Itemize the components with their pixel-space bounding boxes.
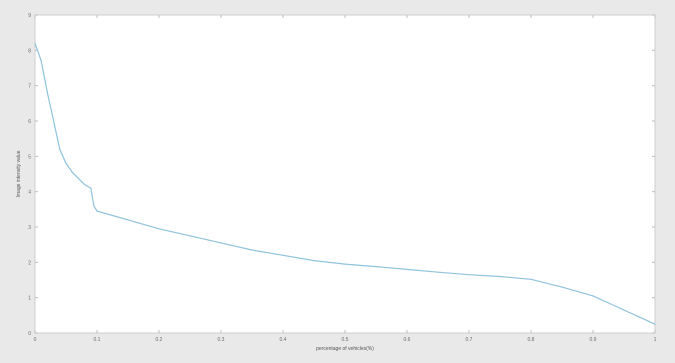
data-point <box>344 263 346 265</box>
data-point <box>654 323 656 325</box>
y-tick-label: 1 <box>28 296 31 302</box>
x-axis-ticks: 0 0.1 0.2 0.3 0.4 0.5 0.6 0.7 0.8 0.9 1 <box>34 15 657 343</box>
x-tick-label: 0.5 <box>342 337 349 343</box>
data-point <box>189 235 191 237</box>
y-tick-label: 8 <box>28 48 31 54</box>
data-point <box>59 148 61 150</box>
x-tick-label: 0.1 <box>94 337 101 343</box>
data-point <box>282 254 284 256</box>
x-tick-label: 0.2 <box>156 337 163 343</box>
data-point <box>34 42 36 44</box>
y-tick-label: 2 <box>28 260 31 266</box>
x-axis-label: percentage of vehicles(%) <box>316 346 374 352</box>
data-point <box>90 187 92 189</box>
y-tick-label: 6 <box>28 119 31 125</box>
y-tick-label: 0 <box>28 331 31 337</box>
data-point <box>53 120 55 122</box>
y-tick-label: 5 <box>28 154 31 160</box>
x-tick-label: 0.8 <box>528 337 535 343</box>
y-tick-label: 4 <box>28 190 31 196</box>
data-point <box>220 242 222 244</box>
data-point <box>96 210 98 212</box>
plot-area <box>34 14 656 334</box>
data-point <box>437 271 439 273</box>
data-point <box>65 162 67 164</box>
data-point <box>623 309 625 311</box>
data-point <box>375 265 377 268</box>
data-point <box>71 171 73 173</box>
data-point <box>84 184 86 186</box>
data-points <box>34 42 656 325</box>
y-tick-label: 9 <box>28 13 31 19</box>
data-point <box>468 274 470 276</box>
x-tick-label: 1 <box>654 337 657 343</box>
data-point <box>46 92 49 94</box>
data-point <box>313 259 315 262</box>
y-axis-label: Image intensity value <box>16 150 22 197</box>
x-tick-label: 0.6 <box>404 337 411 343</box>
data-point <box>499 275 501 278</box>
x-tick-label: 0.3 <box>218 337 225 343</box>
data-point <box>251 249 253 251</box>
x-tick-label: 0.4 <box>280 337 287 343</box>
data-point <box>406 268 408 270</box>
x-tick-label: 0 <box>34 337 37 343</box>
x-tick-label: 0.7 <box>466 337 473 343</box>
y-tick-label: 7 <box>28 84 31 90</box>
data-point <box>530 278 532 280</box>
data-point <box>561 286 563 288</box>
data-point <box>158 228 160 230</box>
data-point <box>592 295 594 297</box>
data-point <box>127 219 129 221</box>
data-point <box>40 60 42 62</box>
x-tick-label: 0.9 <box>590 337 597 343</box>
y-tick-label: 3 <box>28 225 31 231</box>
data-point <box>93 205 95 207</box>
